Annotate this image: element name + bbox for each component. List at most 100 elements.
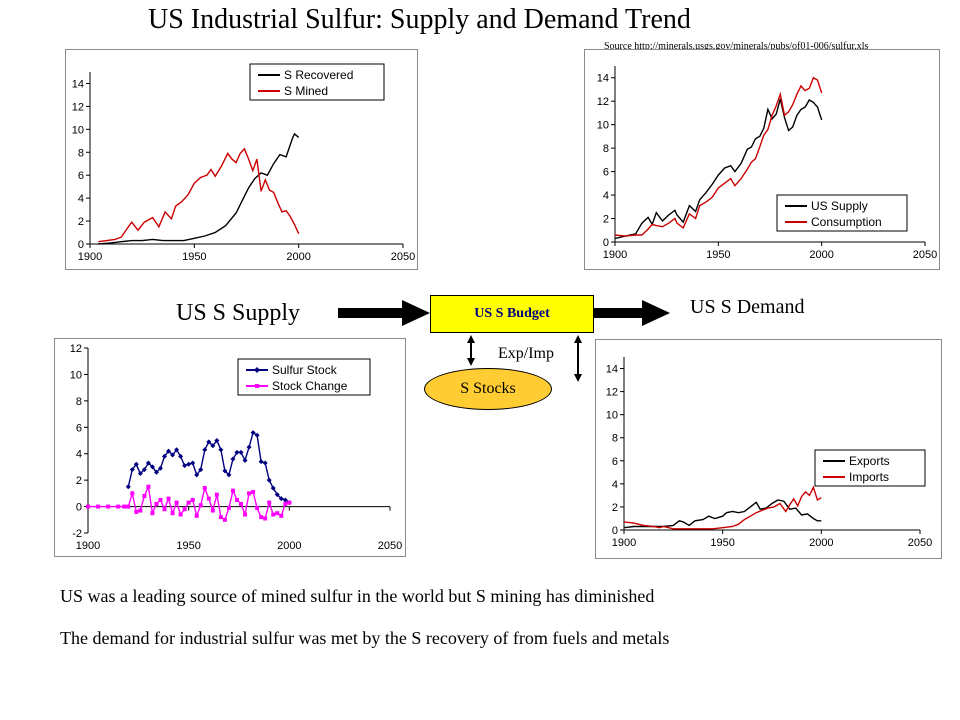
data-point (279, 513, 284, 518)
data-point (190, 460, 196, 466)
data-point (106, 504, 111, 509)
us-demand-label: US S Demand (690, 296, 805, 318)
x-tick-label: 2050 (913, 249, 937, 261)
data-point (246, 444, 252, 450)
x-tick-label: 1900 (603, 249, 627, 261)
data-point (218, 447, 224, 453)
x-tick-label: 1950 (710, 537, 734, 549)
data-point (158, 497, 163, 502)
data-point (210, 443, 216, 449)
y-tick-label: 4 (76, 449, 82, 461)
data-point (129, 467, 135, 473)
data-point (133, 461, 139, 467)
data-point (218, 515, 223, 520)
data-point (153, 469, 159, 475)
data-point (222, 468, 228, 474)
data-point (214, 438, 220, 443)
data-point (178, 512, 183, 517)
y-tick-label: 14 (606, 364, 618, 376)
data-point (247, 491, 252, 496)
data-point (154, 501, 159, 506)
data-point (267, 500, 272, 505)
data-point (182, 507, 187, 512)
x-tick-label: 1900 (612, 537, 636, 549)
data-point (210, 508, 215, 513)
series-line (98, 147, 300, 243)
y-tick-label: 2 (78, 216, 84, 228)
legend-marker (255, 384, 259, 388)
data-point (206, 496, 211, 501)
x-tick-label: 2000 (809, 249, 833, 261)
x-tick-label: 2000 (277, 540, 301, 552)
data-point (258, 459, 264, 465)
data-point (182, 463, 188, 469)
data-point (194, 513, 199, 518)
legend-label: Stock Change (272, 379, 348, 393)
data-point (206, 439, 212, 445)
data-point (262, 460, 268, 466)
y-tick-label: 8 (76, 396, 82, 408)
y-tick-label: 4 (603, 190, 609, 202)
series-line (98, 132, 300, 245)
data-point (250, 430, 256, 436)
data-point (254, 432, 260, 438)
x-tick-label: 1950 (706, 249, 730, 261)
y-tick-label: 10 (70, 369, 82, 381)
x-tick-label: 2000 (809, 537, 833, 549)
data-point (226, 472, 232, 478)
data-point (174, 447, 180, 453)
data-point (126, 504, 131, 509)
data-point (145, 460, 151, 466)
legend-label: US Supply (811, 199, 868, 213)
us-supply-label: US S Supply (176, 300, 301, 326)
data-point (150, 511, 155, 516)
data-point (130, 491, 135, 496)
y-tick-label: 10 (597, 120, 609, 132)
data-point (190, 497, 195, 502)
y-tick-label: 0 (78, 239, 84, 251)
y-tick-label: 8 (78, 147, 84, 159)
us-budget-box: US S Budget (430, 295, 594, 333)
y-tick-label: 0 (603, 237, 609, 249)
series-line (623, 499, 822, 529)
series-line (614, 98, 823, 240)
legend-label: S Recovered (284, 68, 353, 82)
page-title: US Industrial Sulfur: Supply and Demand … (148, 4, 691, 35)
y-tick-label: 2 (76, 475, 82, 487)
chart-stocks: -2 0 2 4 6 8 10 12 1900 1950 2000 2050 Sulfur Stock S… (54, 338, 406, 557)
legend-label: Consumption (811, 215, 882, 229)
data-point (202, 486, 207, 491)
x-tick-label: 2000 (286, 251, 310, 263)
data-point (274, 492, 280, 498)
x-tick-label: 2050 (391, 251, 415, 263)
data-point (137, 471, 143, 477)
series-line (614, 76, 823, 237)
data-point (138, 508, 143, 513)
y-tick-label: 6 (612, 456, 618, 468)
y-tick-label: 10 (606, 410, 618, 422)
data-point (170, 452, 176, 458)
data-point (166, 448, 172, 454)
data-point (134, 509, 139, 514)
data-point (149, 464, 155, 470)
source-link[interactable]: Source http://minerals.usgs.gov/minerals… (604, 41, 869, 52)
legend: US Supply Consumption (776, 194, 908, 232)
note-recovery: The demand for industrial sulfur was met… (60, 628, 670, 648)
x-tick-label: 2050 (378, 540, 402, 552)
data-point (263, 516, 268, 521)
data-point (157, 465, 163, 471)
legend-box (249, 63, 385, 101)
data-point (141, 467, 147, 473)
x-tick-label: 1950 (176, 540, 200, 552)
data-point (239, 501, 244, 506)
data-point (162, 507, 167, 512)
y-tick-label: 6 (603, 167, 609, 179)
data-point (282, 497, 288, 503)
y-tick-label: 12 (72, 101, 84, 113)
data-point (162, 453, 168, 459)
chart-supply-consumption: 0 2 4 6 8 10 12 14 1900 1950 2000 2050 US Supply Cons… (584, 49, 940, 270)
data-point (186, 500, 191, 505)
y-tick-label: 2 (603, 214, 609, 226)
